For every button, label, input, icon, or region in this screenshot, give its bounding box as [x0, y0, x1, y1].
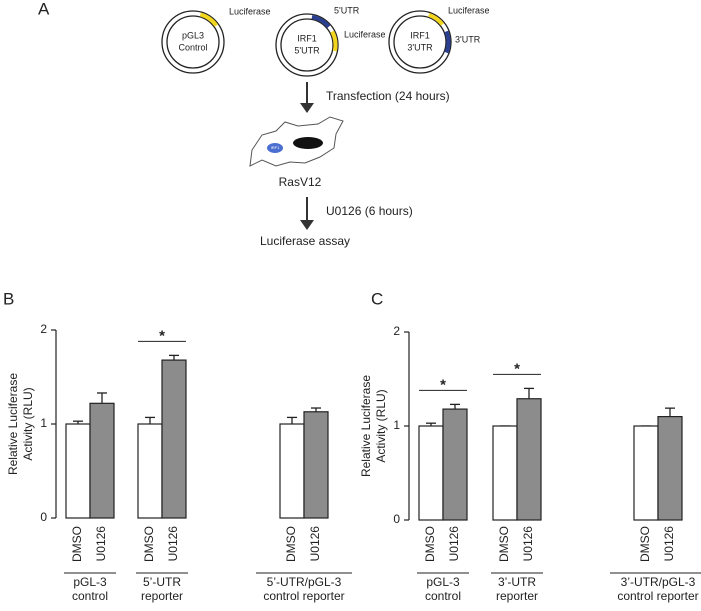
- y-axis-label: Activity (RLU): [374, 389, 388, 462]
- bar: [657, 416, 683, 521]
- bar-label: U0126: [447, 526, 461, 562]
- bar: [303, 411, 329, 519]
- group-label: control reporter: [263, 589, 344, 603]
- bar-label: U0126: [521, 526, 535, 562]
- group-label: reporter: [141, 589, 183, 603]
- plasmid-feature: [330, 30, 338, 52]
- bar: [418, 425, 444, 521]
- feature-label: 5'UTR: [334, 5, 360, 15]
- bar: [633, 425, 659, 521]
- group-label: control reporter: [617, 589, 698, 603]
- panel-label: A: [38, 0, 50, 18]
- y-axis-label: Relative Luciferase: [359, 375, 373, 477]
- panel-label: B: [3, 289, 14, 308]
- group-label: 5’-UTR/pGL-3: [267, 575, 342, 589]
- plasmid-name: pGL3: [182, 30, 204, 40]
- bar-label: DMSO: [284, 526, 298, 562]
- group-label: 3’-UTR: [498, 575, 536, 589]
- significance-label: *: [514, 360, 520, 377]
- bar-label: DMSO: [423, 526, 437, 562]
- y-tick-label: 1: [393, 418, 400, 432]
- bar: [442, 408, 468, 521]
- irf1-spot: [267, 143, 283, 153]
- plasmid-feature: [199, 12, 218, 27]
- plasmid-feature: [311, 14, 331, 29]
- bar: [516, 398, 542, 521]
- bar: [279, 423, 305, 519]
- y-axis-label: Activity (RLU): [21, 387, 35, 460]
- plasmid-outer: [275, 13, 339, 77]
- plasmid-name: 5'UTR: [294, 45, 320, 55]
- plasmid-feature: [444, 30, 451, 54]
- group-label: control: [425, 589, 461, 603]
- feature-label: Luciferase: [344, 29, 386, 39]
- y-tick-label: 2: [393, 324, 400, 338]
- y-tick-label: 1: [40, 416, 47, 430]
- bar: [137, 423, 163, 519]
- group-label: pGL-3: [73, 575, 107, 589]
- bar: [492, 425, 518, 521]
- bar-label: U0126: [166, 526, 180, 562]
- feature-label: Luciferase: [448, 5, 490, 15]
- nucleus: [293, 137, 323, 149]
- plasmid-name: IRF1: [297, 33, 317, 43]
- bar: [161, 359, 187, 519]
- y-tick-label: 2: [40, 322, 47, 336]
- significance-label: *: [440, 376, 446, 393]
- bar-label: DMSO: [70, 526, 84, 562]
- plasmid-name: IRF1: [410, 30, 430, 40]
- y-tick-label: 0: [40, 510, 47, 524]
- plasmid-feature: [428, 12, 445, 26]
- bar: [65, 423, 91, 519]
- step-label: Transfection (24 hours): [326, 89, 450, 103]
- plasmid-name: Control: [178, 42, 207, 52]
- y-tick-label: 0: [393, 512, 400, 526]
- panel-label: C: [371, 289, 383, 308]
- feature-label: 3'UTR: [455, 34, 481, 44]
- plasmid-outer: [161, 10, 225, 74]
- bar-label: U0126: [662, 526, 676, 562]
- readout-label: Luciferase assay: [260, 234, 350, 248]
- cell-label: RasV12: [279, 175, 322, 189]
- group-label: 3’-UTR/pGL-3: [621, 575, 696, 589]
- feature-label: Luciferase: [229, 6, 271, 16]
- plasmid-outer: [388, 10, 452, 74]
- bar: [89, 402, 115, 519]
- group-label: reporter: [496, 589, 538, 603]
- arrow-head: [300, 220, 314, 230]
- significance-label: *: [159, 327, 165, 344]
- group-label: pGL-3: [426, 575, 460, 589]
- y-axis-label: Relative Luciferase: [6, 373, 20, 475]
- step-label: U0126 (6 hours): [326, 204, 413, 218]
- group-label: control: [72, 589, 108, 603]
- plasmid-inner: [280, 18, 334, 72]
- plasmid-inner: [166, 15, 220, 69]
- plasmid-inner: [393, 15, 447, 69]
- group-label: 5’-UTR: [143, 575, 181, 589]
- bar-label: DMSO: [638, 526, 652, 562]
- nucleus-label: IRF1: [271, 145, 280, 150]
- bar-label: U0126: [94, 526, 108, 562]
- bar-label: DMSO: [497, 526, 511, 562]
- bar-label: U0126: [308, 526, 322, 562]
- bar-label: DMSO: [142, 526, 156, 562]
- plasmid-name: 3'UTR: [407, 42, 433, 52]
- arrow-head: [300, 103, 314, 113]
